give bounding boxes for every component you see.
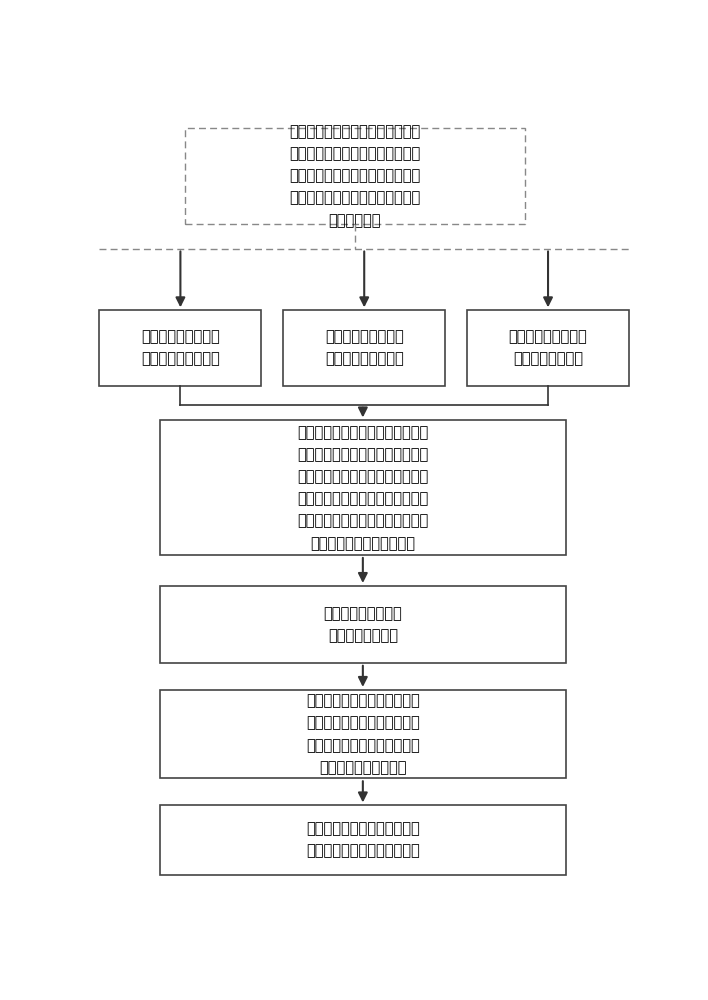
Text: 自下之上依次叠放所述下端板、下
气体导流板、组装有所述下空气正
极的下密封垫片、下隔膜、组装有
负极极耳的金属锂电极、上隔膜、
组装有所述上空气正极的上密封垫
: 自下之上依次叠放所述下端板、下 气体导流板、组装有所述下空气正 极的下密封垫片、… (297, 425, 428, 551)
Text: 将所述下空气正极组
装至所述下密封垫片: 将所述下空气正极组 装至所述下密封垫片 (325, 329, 404, 367)
Bar (160, 690, 566, 778)
Bar (185, 128, 525, 224)
Bar (160, 805, 566, 875)
Bar (467, 310, 629, 386)
Bar (160, 586, 566, 663)
Text: 将所述负极极耳组装
至所述金属锂负极: 将所述负极极耳组装 至所述金属锂负极 (508, 329, 588, 367)
Bar (99, 310, 261, 386)
Text: 将所述上空气正极组
装至所述上密封垫片: 将所述上空气正极组 装至所述上密封垫片 (141, 329, 219, 367)
Text: 将所述上端板、下端
板固定连接在一起: 将所述上端板、下端 板固定连接在一起 (324, 606, 402, 643)
Bar (160, 420, 566, 555)
Text: 通过其中一组注液孔注入电解
液，同时，从剩余的注液孔抽
负压，使得所述上隔膜和下隔
膜均被所述电解液浸湿: 通过其中一组注液孔注入电解 液，同时，从剩余的注液孔抽 负压，使得所述上隔膜和下… (306, 693, 420, 775)
Text: 对所述上端板、上气体导流板、上
密封垫片、上空气正极、上隔膜、
下密封垫片、下隔膜、下空气正极
、负极极耳、下气体导流板、下端
板进行干燥的: 对所述上端板、上气体导流板、上 密封垫片、上空气正极、上隔膜、 下密封垫片、下隔… (289, 124, 421, 228)
Text: 连接外部电路及气路，完成所
述锂空气二次电池单元的组装: 连接外部电路及气路，完成所 述锂空气二次电池单元的组装 (306, 821, 420, 859)
Bar (283, 310, 445, 386)
